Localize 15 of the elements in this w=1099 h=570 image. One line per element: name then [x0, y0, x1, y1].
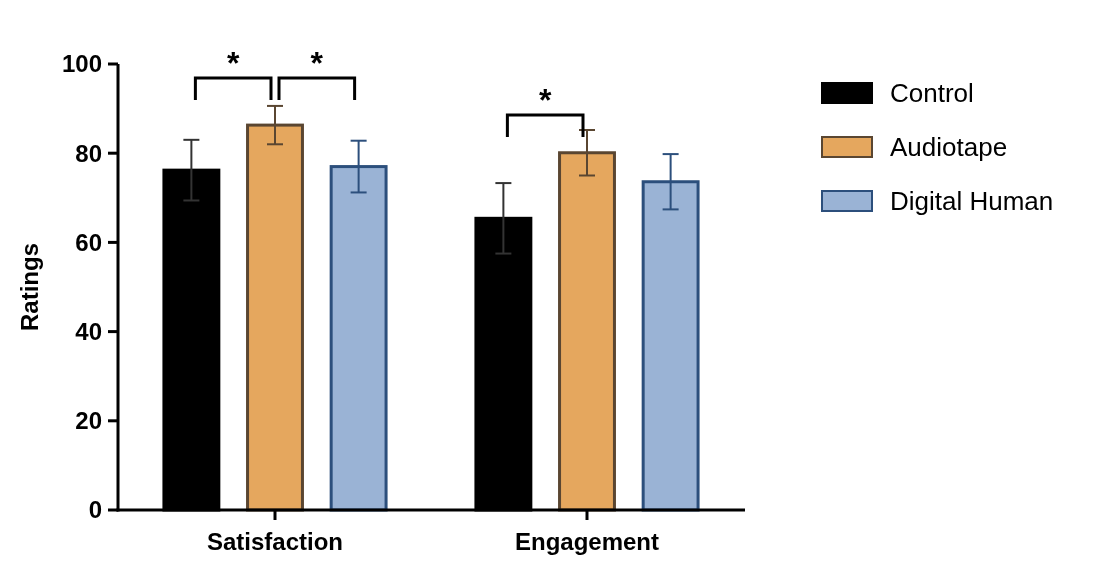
- legend-label: Digital Human: [890, 186, 1054, 217]
- legend-label: Audiotape: [890, 132, 1008, 163]
- x-tick-label: Satisfaction: [206, 528, 344, 555]
- y-tick-label: 0: [88, 496, 102, 524]
- x-tick-label: Engagement: [514, 528, 660, 555]
- annotation: *: [538, 82, 552, 118]
- y-tick-label: 100: [61, 50, 102, 78]
- y-tick-label: 60: [75, 228, 102, 256]
- annotation: *: [310, 45, 324, 81]
- y-tick-label: 40: [75, 318, 102, 345]
- y-tick-label: 20: [75, 407, 102, 435]
- y-tick-label: 80: [75, 139, 102, 167]
- legend-label: Control: [890, 78, 974, 109]
- y-axis-title: Ratings: [16, 242, 43, 332]
- annotation: *: [226, 45, 240, 81]
